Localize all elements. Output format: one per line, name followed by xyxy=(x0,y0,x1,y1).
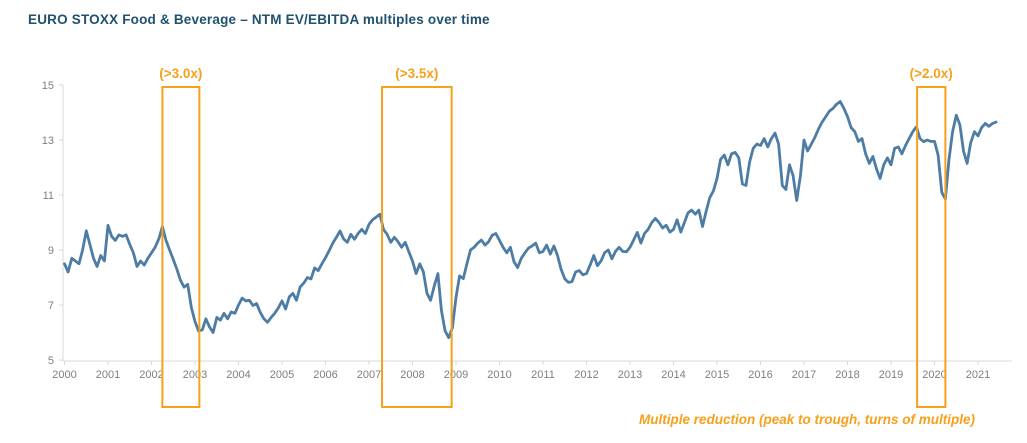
highlight-box-label: (>2.0x) xyxy=(910,66,953,81)
highlight-box xyxy=(381,86,453,408)
x-axis-tick-label: 2011 xyxy=(531,369,555,381)
x-axis-tick-label: 2006 xyxy=(313,369,337,381)
page-title: EURO STOXX Food & Beverage – NTM EV/EBIT… xyxy=(28,12,490,27)
highlight-box xyxy=(916,86,947,408)
x-axis-tick-label: 2000 xyxy=(52,369,76,381)
x-axis-tick-label: 2014 xyxy=(661,369,685,381)
x-axis-tick-label: 2009 xyxy=(444,369,468,381)
x-axis-tick-label: 2016 xyxy=(748,369,772,381)
x-axis-tick-label: 2017 xyxy=(792,369,816,381)
x-axis-tick-label: 2001 xyxy=(96,369,120,381)
x-axis-tick-label: 2018 xyxy=(835,369,859,381)
x-axis-tick-label: 2004 xyxy=(226,369,250,381)
y-axis-tick-label: 5 xyxy=(48,355,54,367)
y-axis-tick-label: 7 xyxy=(48,300,54,312)
x-axis-tick-label: 2005 xyxy=(270,369,294,381)
x-axis-tick-label: 2002 xyxy=(139,369,163,381)
y-axis-tick-label: 11 xyxy=(43,190,54,202)
highlight-box-label: (>3.5x) xyxy=(395,66,438,81)
x-axis-tick-label: 2019 xyxy=(879,369,903,381)
x-axis-tick-label: 2008 xyxy=(400,369,424,381)
x-axis-tick-label: 2003 xyxy=(183,369,207,381)
chart-footnote: Multiple reduction (peak to trough, turn… xyxy=(639,412,975,427)
highlight-box xyxy=(161,86,201,408)
x-axis-tick-label: 2015 xyxy=(705,369,729,381)
x-axis-tick-label: 2010 xyxy=(487,369,511,381)
x-axis-tick-label: 2007 xyxy=(357,369,381,381)
y-axis-tick-label: 13 xyxy=(42,135,54,147)
x-axis-tick-label: 2012 xyxy=(574,369,598,381)
y-axis-tick-label: 15 xyxy=(42,80,54,92)
x-axis-tick-label: 2021 xyxy=(966,369,990,381)
highlight-box-label: (>3.0x) xyxy=(159,66,202,81)
data-series-line xyxy=(63,100,998,340)
y-axis-tick-label: 9 xyxy=(48,245,54,257)
x-axis-tick-label: 2013 xyxy=(618,369,642,381)
x-axis-tick-label: 2020 xyxy=(922,369,946,381)
